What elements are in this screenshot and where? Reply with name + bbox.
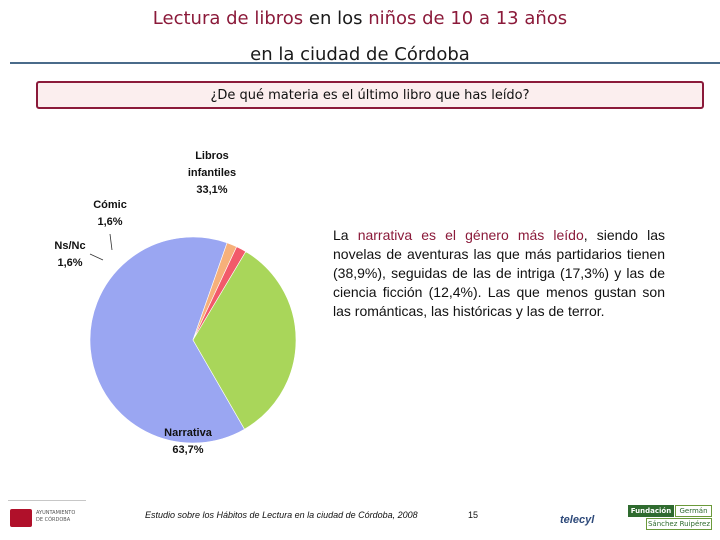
pie-slice-libros-infantiles [192,251,297,430]
ayuntamiento-logo-line2: DE CÓRDOBA [36,517,71,523]
title-highlight-reading: Lectura de libros [152,8,304,29]
pie-slice-narrativa [89,236,245,444]
page-number: 15 [468,510,479,520]
pie-label-comic: Cómic 1,6% [82,197,138,231]
telecyl-logo: telecyl [560,514,595,526]
findings-detail: , siendo las novelas de aventuras las qu… [333,227,666,319]
findings-highlight: narrativa es el género más leído [357,227,584,243]
fundacion-logo-label: Fundación [628,505,674,517]
pie-label-narrativa-value: 63,7% [172,444,204,456]
title-highlight-children: niños de 10 a 13 años [368,8,568,29]
ayuntamiento-logo: AYUNTAMIENTO DE CÓRDOBA [8,500,86,531]
ayuntamiento-logo-text: AYUNTAMIENTO DE CÓRDOBA [36,510,75,524]
title-connector: en los [303,8,369,29]
fundacion-logo: Fundación Germán Sánchez Ruipérez [628,505,712,531]
page-title-line2: en la ciudad de Córdoba [250,44,470,65]
pie-label-nsnc-name: Ns/Nc [54,240,86,252]
pie-label-narrativa-name: Narrativa [164,427,212,439]
pie-label-nsnc-value: 1,6% [57,257,83,269]
fundacion-logo-surname: Sánchez Ruipérez [646,518,712,530]
title-divider [10,62,720,64]
pie-label-comic-name: Cómic [93,199,127,211]
survey-question-box: ¿De qué materia es el último libro que h… [36,81,704,109]
findings-paragraph: La narrativa es el género más leído, sie… [333,226,665,321]
pie-label-libros-line1: Libros [195,150,229,162]
ayuntamiento-logo-line1: AYUNTAMIENTO [36,510,76,516]
fundacion-logo-german: Germán [675,505,712,517]
pie-label-narrativa: Narrativa 63,7% [148,425,228,459]
pie-label-nsnc: Ns/Nc 1,6% [44,238,96,272]
leader-line-nsnc [89,253,104,261]
city-seal-icon [10,509,32,527]
pie-label-libros-value: 33,1% [196,184,228,196]
leader-line-comic [109,233,113,251]
pie-label-libros-infantiles: Libros infantiles 33,1% [170,148,254,199]
findings-intro: La [333,227,358,243]
pie-label-comic-value: 1,6% [97,216,123,228]
source-caption: Estudio sobre los Hábitos de Lectura en … [145,510,418,520]
pie-label-libros-line2: infantiles [187,167,237,179]
page-title-line1: Lectura de libros en los niños de 10 a 1… [0,8,720,29]
